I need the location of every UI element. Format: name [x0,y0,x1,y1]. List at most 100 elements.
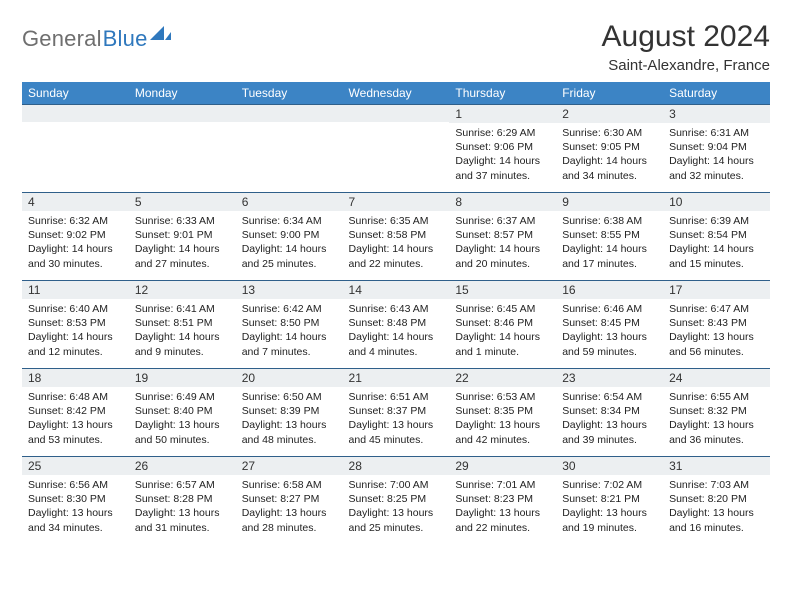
day-number: 6 [236,192,343,211]
day-number: 28 [343,456,450,475]
day-number: 26 [129,456,236,475]
day-details: Sunrise: 7:01 AMSunset: 8:23 PMDaylight:… [449,475,556,539]
weekday-header: Saturday [663,82,770,104]
day-number: 13 [236,280,343,299]
day-details: Sunrise: 6:49 AMSunset: 8:40 PMDaylight:… [129,387,236,451]
sunset-line: Sunset: 9:01 PM [135,228,230,242]
daylight-line: Daylight: 14 hours and 37 minutes. [455,154,550,182]
header: GeneralBlue August 2024 Saint-Alexandre,… [22,20,770,74]
calendar-cell: 31Sunrise: 7:03 AMSunset: 8:20 PMDayligh… [663,456,770,544]
calendar-cell: 17Sunrise: 6:47 AMSunset: 8:43 PMDayligh… [663,280,770,368]
calendar-cell: 27Sunrise: 6:58 AMSunset: 8:27 PMDayligh… [236,456,343,544]
sunrise-line: Sunrise: 6:41 AM [135,302,230,316]
day-number: 19 [129,368,236,387]
daylight-line: Daylight: 14 hours and 32 minutes. [669,154,764,182]
sunset-line: Sunset: 8:48 PM [349,316,444,330]
day-number: 16 [556,280,663,299]
daylight-line: Daylight: 13 hours and 48 minutes. [242,418,337,446]
sunrise-line: Sunrise: 6:53 AM [455,390,550,404]
day-details: Sunrise: 6:42 AMSunset: 8:50 PMDaylight:… [236,299,343,363]
calendar-cell [129,104,236,192]
daylight-line: Daylight: 14 hours and 22 minutes. [349,242,444,270]
sunrise-line: Sunrise: 6:57 AM [135,478,230,492]
sunset-line: Sunset: 9:05 PM [562,140,657,154]
day-details: Sunrise: 6:58 AMSunset: 8:27 PMDaylight:… [236,475,343,539]
calendar-cell: 13Sunrise: 6:42 AMSunset: 8:50 PMDayligh… [236,280,343,368]
sunrise-line: Sunrise: 6:43 AM [349,302,444,316]
sunset-line: Sunset: 8:57 PM [455,228,550,242]
day-number: 30 [556,456,663,475]
daylight-line: Daylight: 14 hours and 1 minute. [455,330,550,358]
day-details: Sunrise: 6:57 AMSunset: 8:28 PMDaylight:… [129,475,236,539]
daylight-line: Daylight: 14 hours and 34 minutes. [562,154,657,182]
sunrise-line: Sunrise: 6:46 AM [562,302,657,316]
sunset-line: Sunset: 8:21 PM [562,492,657,506]
brand-part2: Blue [103,26,148,51]
sunset-line: Sunset: 8:20 PM [669,492,764,506]
day-details: Sunrise: 6:50 AMSunset: 8:39 PMDaylight:… [236,387,343,451]
sunset-line: Sunset: 8:23 PM [455,492,550,506]
day-details: Sunrise: 6:56 AMSunset: 8:30 PMDaylight:… [22,475,129,539]
daylight-line: Daylight: 14 hours and 12 minutes. [28,330,123,358]
daylight-line: Daylight: 13 hours and 16 minutes. [669,506,764,534]
sunset-line: Sunset: 8:25 PM [349,492,444,506]
sunrise-line: Sunrise: 6:31 AM [669,126,764,140]
calendar-row: 18Sunrise: 6:48 AMSunset: 8:42 PMDayligh… [22,368,770,456]
sunrise-line: Sunrise: 6:33 AM [135,214,230,228]
daylight-line: Daylight: 13 hours and 53 minutes. [28,418,123,446]
sunset-line: Sunset: 8:51 PM [135,316,230,330]
daylight-line: Daylight: 13 hours and 22 minutes. [455,506,550,534]
sunrise-line: Sunrise: 6:32 AM [28,214,123,228]
sunrise-line: Sunrise: 7:00 AM [349,478,444,492]
daylight-line: Daylight: 13 hours and 28 minutes. [242,506,337,534]
sunset-line: Sunset: 9:02 PM [28,228,123,242]
sunrise-line: Sunrise: 6:42 AM [242,302,337,316]
daylight-line: Daylight: 13 hours and 59 minutes. [562,330,657,358]
day-details: Sunrise: 6:32 AMSunset: 9:02 PMDaylight:… [22,211,129,275]
day-number: 14 [343,280,450,299]
calendar-cell: 26Sunrise: 6:57 AMSunset: 8:28 PMDayligh… [129,456,236,544]
day-number: 7 [343,192,450,211]
day-details: Sunrise: 6:47 AMSunset: 8:43 PMDaylight:… [663,299,770,363]
weekday-header-row: Sunday Monday Tuesday Wednesday Thursday… [22,82,770,104]
calendar-body: 1Sunrise: 6:29 AMSunset: 9:06 PMDaylight… [22,104,770,544]
day-number: 5 [129,192,236,211]
sunrise-line: Sunrise: 6:51 AM [349,390,444,404]
day-details: Sunrise: 6:40 AMSunset: 8:53 PMDaylight:… [22,299,129,363]
daylight-line: Daylight: 14 hours and 7 minutes. [242,330,337,358]
daylight-line: Daylight: 14 hours and 27 minutes. [135,242,230,270]
day-number: 15 [449,280,556,299]
daylight-line: Daylight: 14 hours and 30 minutes. [28,242,123,270]
day-number: 9 [556,192,663,211]
sunrise-line: Sunrise: 7:02 AM [562,478,657,492]
day-number: 8 [449,192,556,211]
sunset-line: Sunset: 8:34 PM [562,404,657,418]
sunset-line: Sunset: 8:28 PM [135,492,230,506]
day-details: Sunrise: 6:53 AMSunset: 8:35 PMDaylight:… [449,387,556,451]
calendar-cell: 9Sunrise: 6:38 AMSunset: 8:55 PMDaylight… [556,192,663,280]
daylight-line: Daylight: 13 hours and 34 minutes. [28,506,123,534]
day-number-blank [236,104,343,122]
day-details: Sunrise: 6:41 AMSunset: 8:51 PMDaylight:… [129,299,236,363]
calendar-cell: 12Sunrise: 6:41 AMSunset: 8:51 PMDayligh… [129,280,236,368]
daylight-line: Daylight: 14 hours and 9 minutes. [135,330,230,358]
calendar-cell: 18Sunrise: 6:48 AMSunset: 8:42 PMDayligh… [22,368,129,456]
sunset-line: Sunset: 8:50 PM [242,316,337,330]
day-details: Sunrise: 6:39 AMSunset: 8:54 PMDaylight:… [663,211,770,275]
sunset-line: Sunset: 8:39 PM [242,404,337,418]
calendar-cell: 3Sunrise: 6:31 AMSunset: 9:04 PMDaylight… [663,104,770,192]
day-number: 24 [663,368,770,387]
weekday-header: Friday [556,82,663,104]
day-details: Sunrise: 7:03 AMSunset: 8:20 PMDaylight:… [663,475,770,539]
calendar-table: Sunday Monday Tuesday Wednesday Thursday… [22,82,770,544]
sunset-line: Sunset: 8:53 PM [28,316,123,330]
day-details: Sunrise: 6:51 AMSunset: 8:37 PMDaylight:… [343,387,450,451]
sunrise-line: Sunrise: 6:29 AM [455,126,550,140]
day-details: Sunrise: 6:38 AMSunset: 8:55 PMDaylight:… [556,211,663,275]
brand-sail-icon [150,23,172,46]
calendar-cell: 29Sunrise: 7:01 AMSunset: 8:23 PMDayligh… [449,456,556,544]
day-number: 23 [556,368,663,387]
day-details: Sunrise: 6:33 AMSunset: 9:01 PMDaylight:… [129,211,236,275]
day-details: Sunrise: 6:31 AMSunset: 9:04 PMDaylight:… [663,123,770,187]
day-number: 12 [129,280,236,299]
